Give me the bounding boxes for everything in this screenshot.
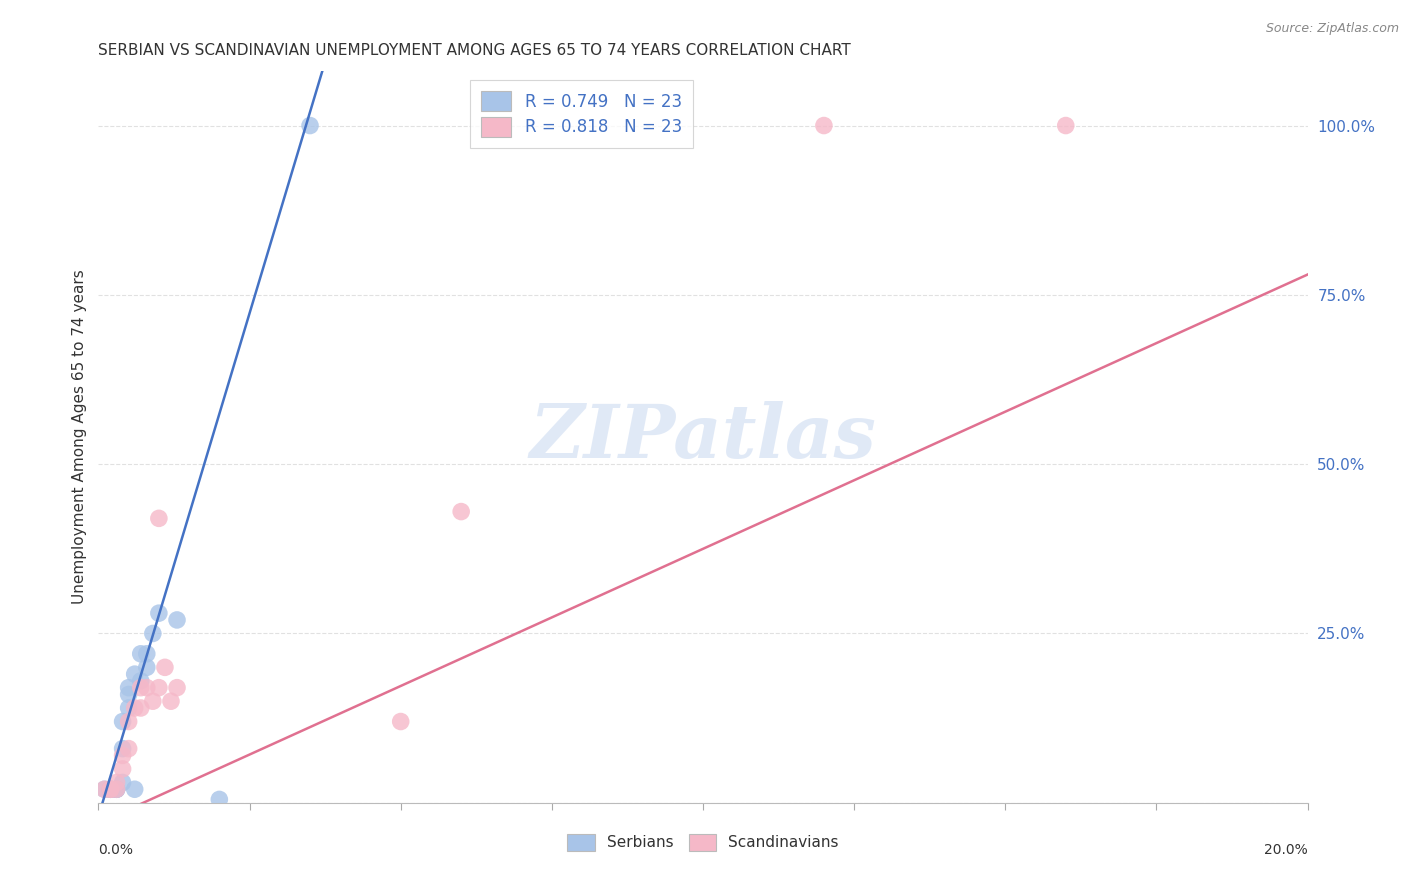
Text: SERBIAN VS SCANDINAVIAN UNEMPLOYMENT AMONG AGES 65 TO 74 YEARS CORRELATION CHART: SERBIAN VS SCANDINAVIAN UNEMPLOYMENT AMO… xyxy=(98,43,851,58)
Point xyxy=(135,647,157,661)
Point xyxy=(450,505,472,519)
Y-axis label: Unemployment Among Ages 65 to 74 years: Unemployment Among Ages 65 to 74 years xyxy=(72,269,87,605)
Point xyxy=(118,701,141,715)
Point xyxy=(153,660,176,674)
Text: 20.0%: 20.0% xyxy=(1264,843,1308,857)
Point xyxy=(142,626,165,640)
Point xyxy=(111,714,134,729)
Point xyxy=(148,511,170,525)
Point xyxy=(299,119,322,133)
Point xyxy=(100,782,122,797)
Point xyxy=(93,782,115,797)
Point xyxy=(105,782,128,797)
Point xyxy=(129,701,152,715)
Point xyxy=(208,792,231,806)
Point xyxy=(129,647,152,661)
Point xyxy=(389,714,412,729)
Text: Source: ZipAtlas.com: Source: ZipAtlas.com xyxy=(1265,22,1399,36)
Point xyxy=(118,714,141,729)
Point xyxy=(135,681,157,695)
Point xyxy=(105,782,128,797)
Point xyxy=(166,681,188,695)
Point xyxy=(118,688,141,702)
Text: ZIPatlas: ZIPatlas xyxy=(530,401,876,474)
Point xyxy=(813,119,835,133)
Point xyxy=(100,782,122,797)
Legend: Serbians, Scandinavians: Serbians, Scandinavians xyxy=(561,828,845,857)
Point xyxy=(124,667,146,681)
Point xyxy=(142,694,165,708)
Text: 0.0%: 0.0% xyxy=(98,843,134,857)
Point xyxy=(124,701,146,715)
Point xyxy=(129,681,152,695)
Point xyxy=(111,741,134,756)
Point xyxy=(105,775,128,789)
Point xyxy=(148,606,170,620)
Point xyxy=(160,694,183,708)
Point xyxy=(129,673,152,688)
Point xyxy=(111,748,134,763)
Point xyxy=(148,681,170,695)
Point xyxy=(105,782,128,797)
Point xyxy=(135,660,157,674)
Point xyxy=(1054,119,1077,133)
Point xyxy=(118,681,141,695)
Point xyxy=(118,741,141,756)
Point xyxy=(93,782,115,797)
Point xyxy=(166,613,188,627)
Point xyxy=(100,782,122,797)
Point xyxy=(111,762,134,776)
Point xyxy=(105,782,128,797)
Point xyxy=(124,782,146,797)
Point xyxy=(100,782,122,797)
Point xyxy=(111,775,134,789)
